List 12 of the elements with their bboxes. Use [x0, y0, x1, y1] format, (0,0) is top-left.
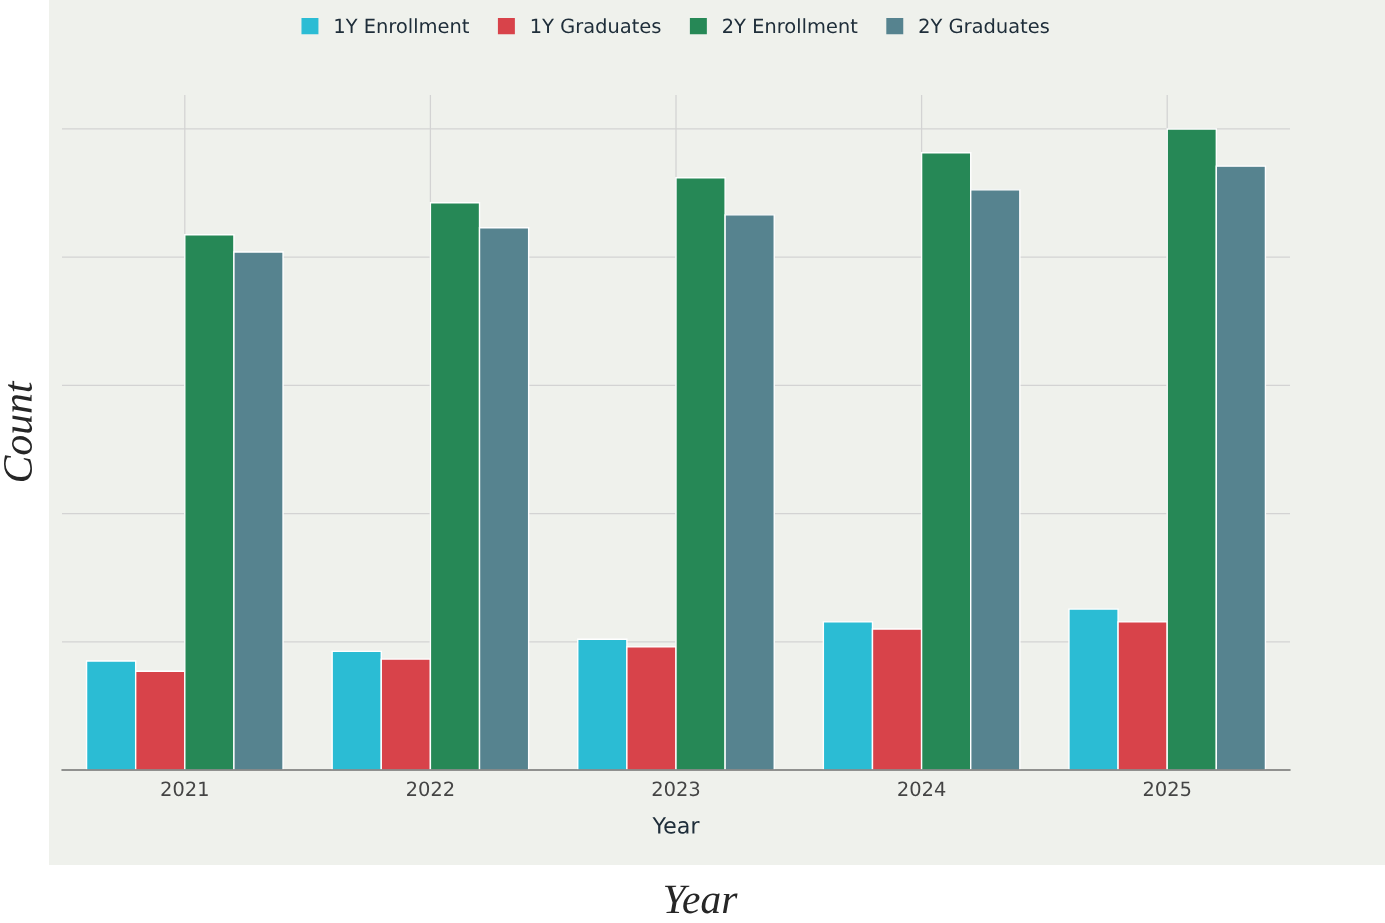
legend-label: 2Y Enrollment — [723, 18, 858, 34]
legend-label: 1Y Graduates — [531, 18, 661, 34]
x-tick-label: 2025 — [1143, 781, 1191, 797]
x-tick-label: 2023 — [652, 781, 700, 797]
x-tick-label: 2022 — [407, 781, 454, 797]
legend-label: 2Y Graduates — [919, 18, 1049, 34]
x-tick-label: 2021 — [161, 781, 208, 797]
y-axis-title: Count — [4, 380, 33, 482]
text: Year — [664, 885, 738, 914]
x-axis-title: Year — [652, 817, 700, 834]
x-tick-label: 2024 — [898, 781, 946, 797]
legend-label: 1Y Enrollment — [335, 18, 469, 34]
